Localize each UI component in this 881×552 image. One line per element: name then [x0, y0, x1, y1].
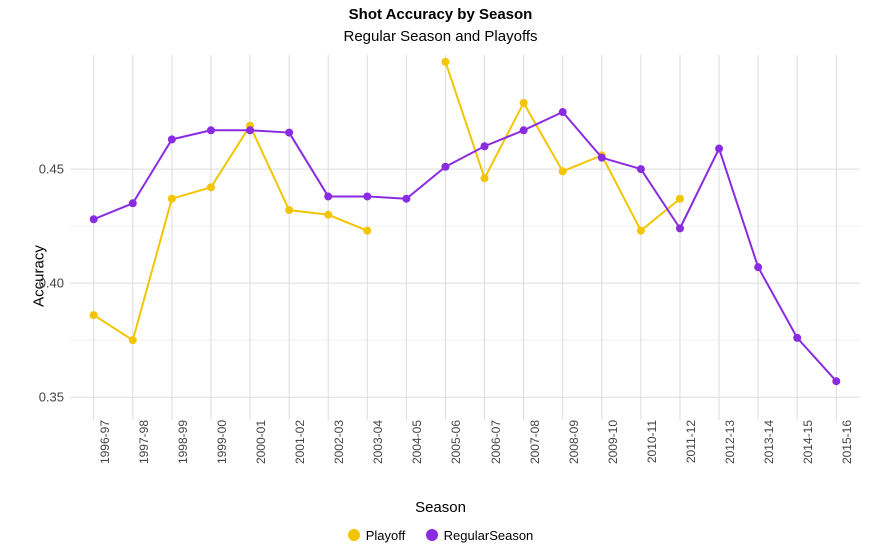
x-tick-label: 2002-03: [328, 420, 346, 464]
x-tick-label: 2003-04: [367, 420, 385, 464]
x-tick-label: 2013-14: [758, 420, 776, 464]
chart-container: Shot Accuracy by Season Regular Season a…: [0, 0, 881, 552]
x-tick-label: 2007-08: [524, 420, 542, 464]
x-tick-label: 2011-12: [680, 420, 698, 463]
x-tick-label: 2009-10: [602, 420, 620, 464]
x-tick-label: 1999-00: [211, 420, 229, 464]
legend-dot-icon: [348, 529, 360, 541]
plot-area: 0.350.400.451996-971997-981998-991999-00…: [70, 55, 860, 420]
legend-label: RegularSeason: [444, 528, 534, 543]
x-tick-label: 2014-15: [797, 420, 815, 464]
legend-label: Playoff: [366, 528, 406, 543]
y-tick-label: 0.45: [39, 162, 64, 177]
x-tick-label: 2001-02: [289, 420, 307, 464]
legend-dot-icon: [426, 529, 438, 541]
x-tick-label: 2004-05: [406, 420, 424, 464]
x-tick-label: 2010-11: [641, 420, 659, 463]
x-tick-label: 2012-13: [719, 420, 737, 464]
plot-svg: [70, 55, 860, 420]
x-tick-label: 2015-16: [836, 420, 854, 464]
y-tick-label: 0.35: [39, 390, 64, 405]
x-tick-label: 2006-07: [485, 420, 503, 464]
legend-item-playoff: Playoff: [348, 528, 406, 543]
x-axis-label: Season: [0, 499, 881, 516]
x-tick-label: 1996-97: [94, 420, 112, 464]
x-tick-label: 1998-99: [172, 420, 190, 464]
chart-title: Shot Accuracy by Season: [0, 6, 881, 23]
x-tick-label: 2000-01: [250, 420, 268, 464]
x-tick-label: 2005-06: [445, 420, 463, 464]
x-tick-label: 2008-09: [563, 420, 581, 464]
y-tick-label: 0.40: [39, 276, 64, 291]
chart-subtitle: Regular Season and Playoffs: [0, 28, 881, 45]
x-tick-label: 1997-98: [133, 420, 151, 464]
legend: Playoff RegularSeason: [0, 528, 881, 547]
legend-item-regularseason: RegularSeason: [426, 528, 534, 543]
